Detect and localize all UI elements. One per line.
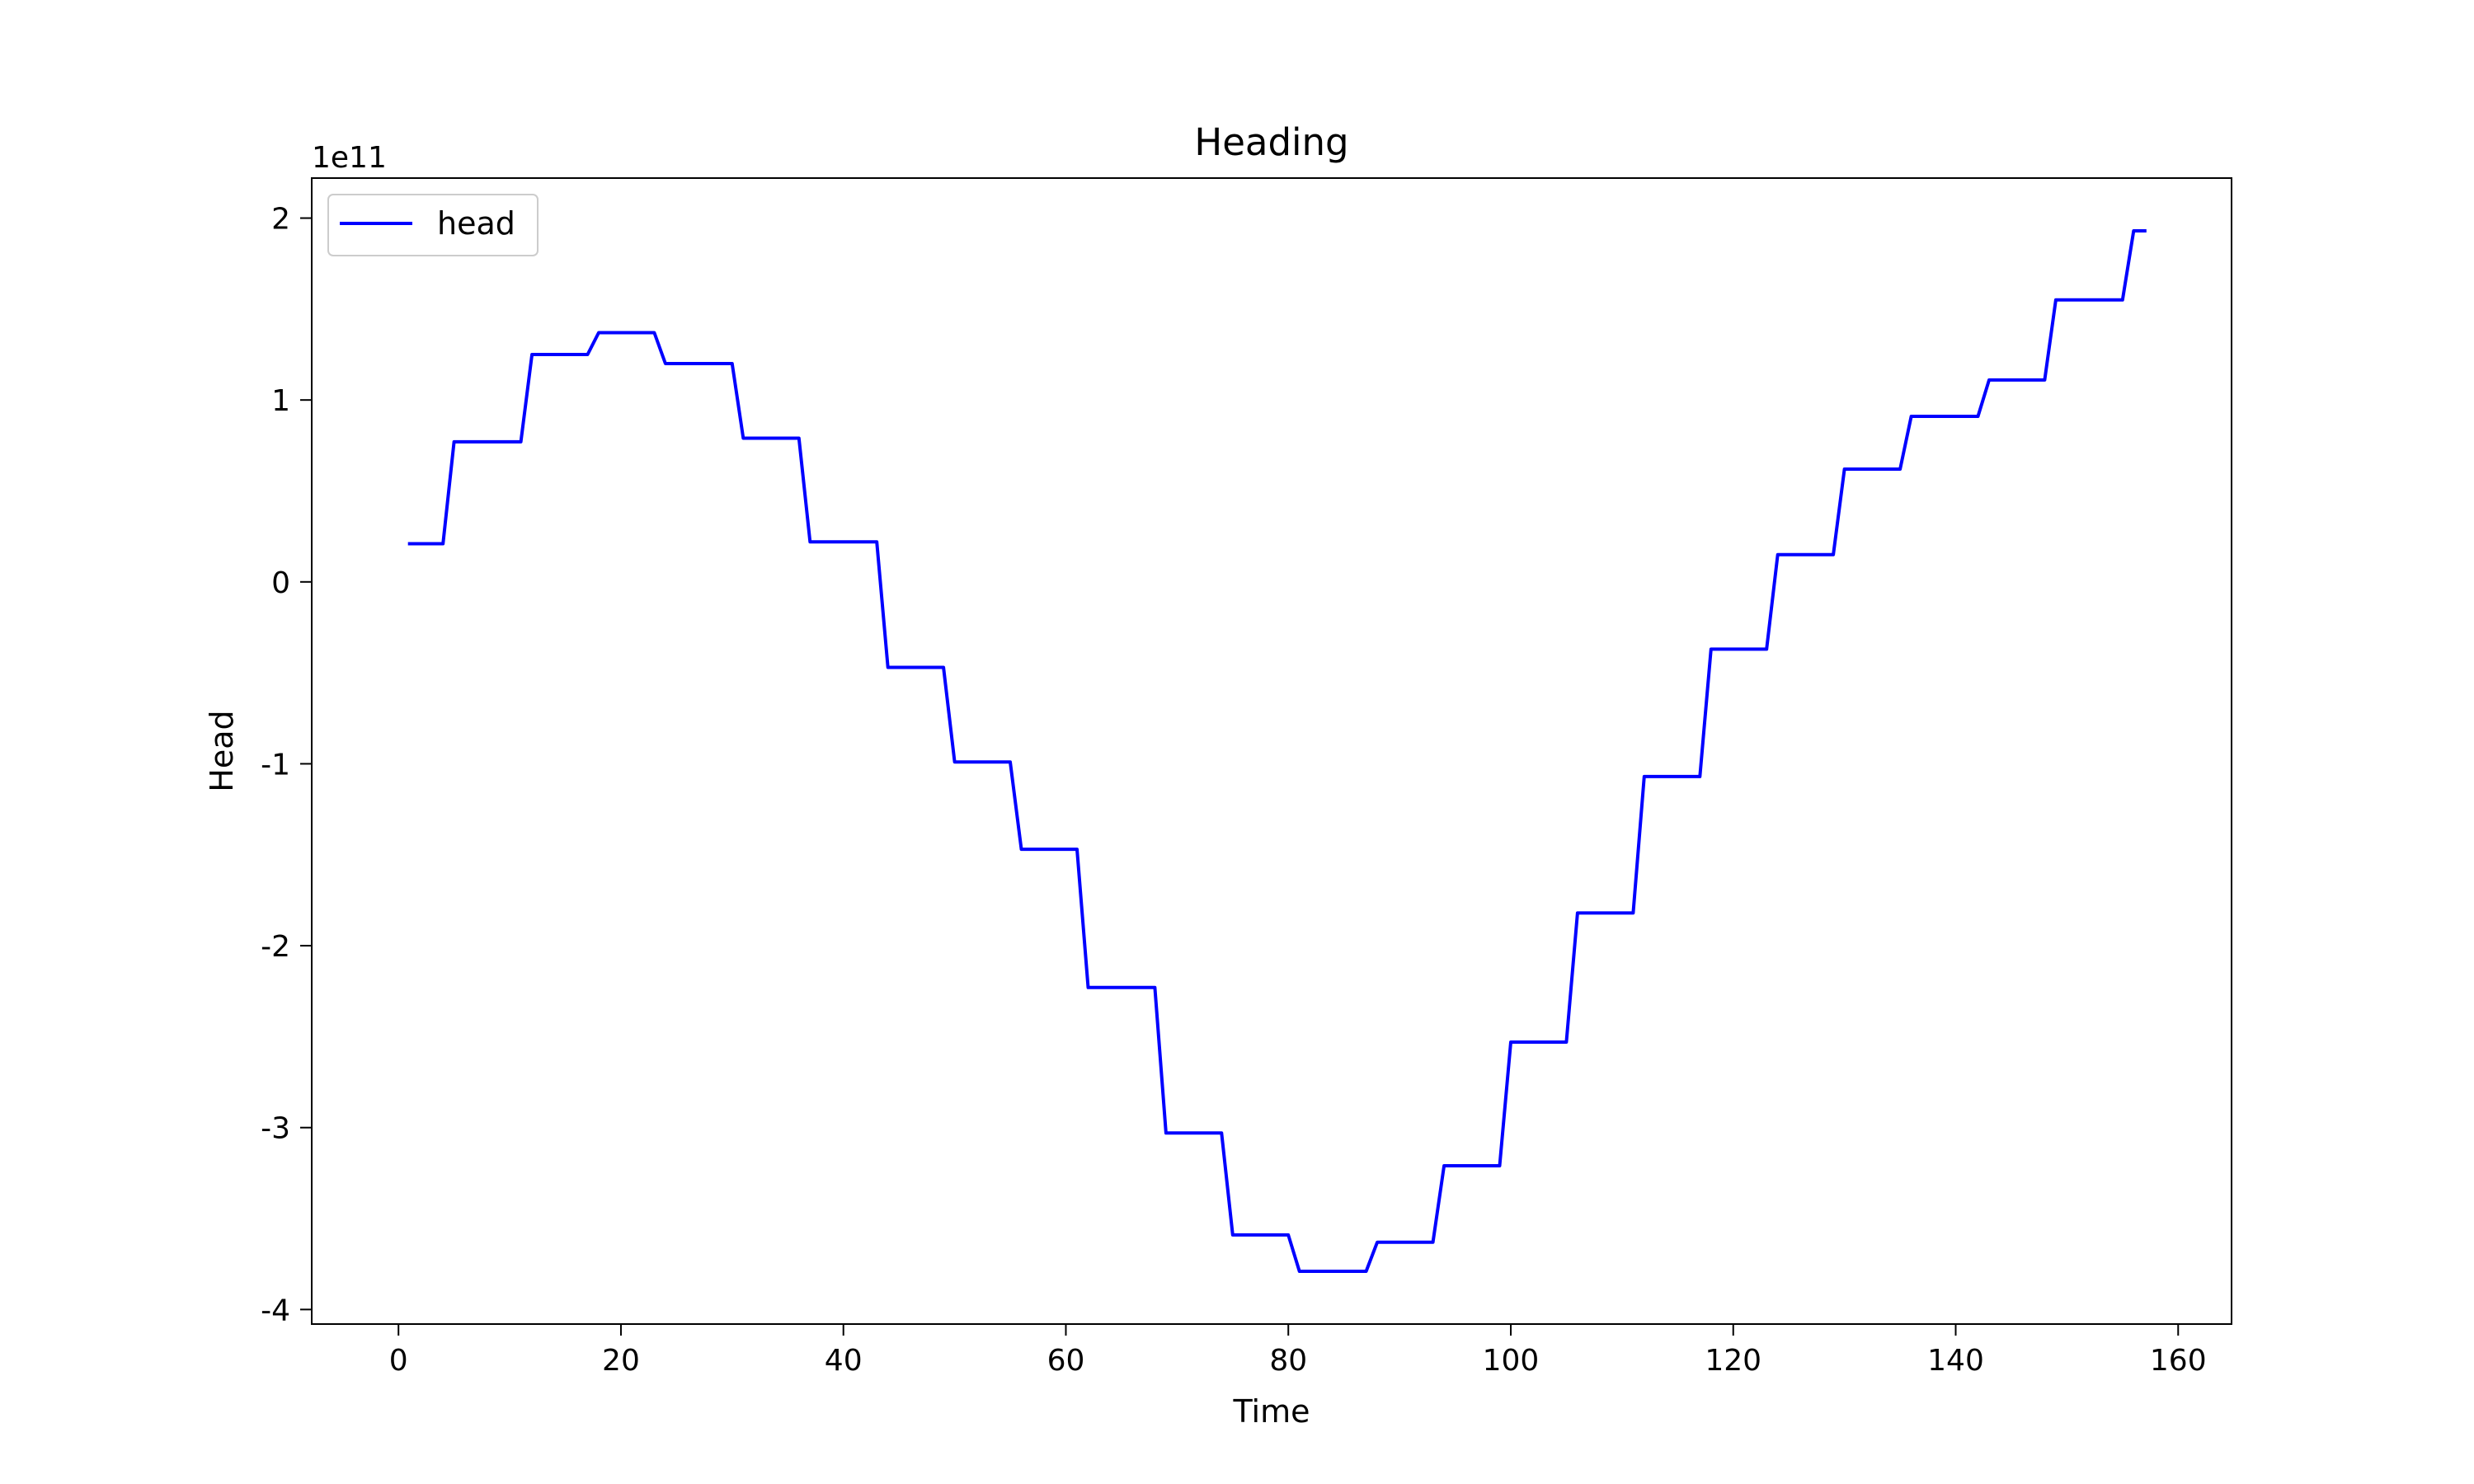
x-tick-label: 80 bbox=[1269, 1344, 1307, 1378]
x-tick-label: 60 bbox=[1047, 1344, 1085, 1378]
y-tick-label: 2 bbox=[271, 203, 290, 237]
legend-series-label: head bbox=[437, 205, 515, 242]
x-tick-label: 0 bbox=[389, 1344, 408, 1378]
x-tick-label: 100 bbox=[1483, 1344, 1540, 1378]
x-tick-label: 40 bbox=[825, 1344, 863, 1378]
y-axis: -4 -3 -2 -1 0 1 2 bbox=[261, 203, 312, 1327]
x-axis: 0 20 40 60 80 100 120 140 160 bbox=[389, 1324, 2207, 1378]
x-tick-label: 140 bbox=[1927, 1344, 1984, 1378]
legend: head bbox=[327, 194, 539, 256]
x-tick-label: 160 bbox=[2150, 1344, 2207, 1378]
series-line-head bbox=[407, 229, 2147, 1273]
y-tick-label: 1 bbox=[271, 384, 290, 418]
x-axis-label: Time bbox=[1233, 1393, 1310, 1430]
y-axis-label: Head bbox=[204, 710, 240, 791]
x-tick-label: 20 bbox=[602, 1344, 640, 1378]
x-tick-label: 120 bbox=[1705, 1344, 1761, 1378]
y-axis-offset-label: 1e11 bbox=[312, 141, 387, 175]
y-tick-label: -2 bbox=[261, 930, 290, 964]
y-tick-label: 0 bbox=[271, 566, 290, 600]
y-tick-label: -3 bbox=[261, 1112, 290, 1146]
series-layer bbox=[407, 229, 2147, 1273]
y-tick-label: -1 bbox=[261, 748, 290, 782]
legend-box bbox=[327, 194, 539, 256]
y-tick-label: -4 bbox=[261, 1294, 290, 1327]
plot-frame bbox=[311, 177, 2232, 1325]
chart-title: Heading bbox=[1194, 120, 1348, 164]
